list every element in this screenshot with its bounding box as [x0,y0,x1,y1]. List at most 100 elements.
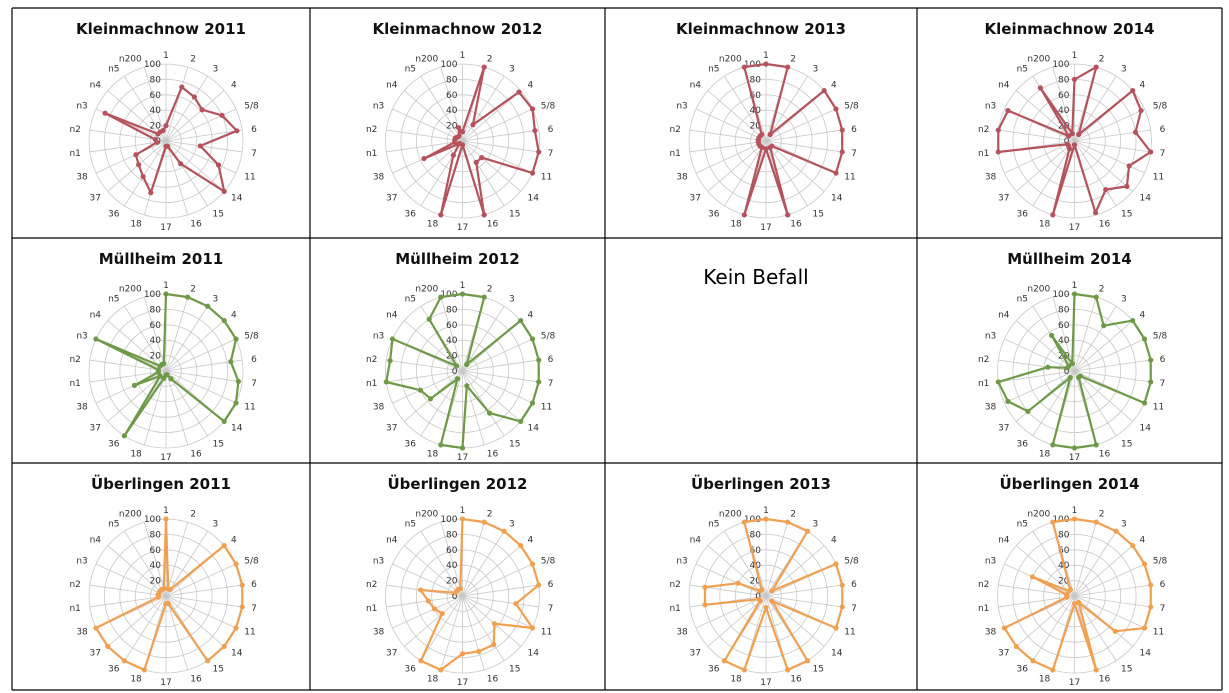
data-point [1029,574,1036,580]
radar-spoke [124,595,167,661]
axis-label: 18 [427,675,439,685]
radar-spoke [1074,297,1097,372]
data-point [456,133,462,139]
radar-spoke [765,595,843,608]
data-point [105,643,111,650]
data-point [456,140,463,147]
radar-spoke [1074,76,1117,142]
radar-spoke [1016,545,1075,597]
data-point [741,212,747,218]
data-point [459,445,466,451]
axis-label: 36 [1017,209,1029,219]
radial-tick-label: 20 [750,122,762,132]
axis-label: n2 [978,125,989,135]
radar-spoke [165,338,237,372]
radar-spoke [695,595,767,629]
axis-label: 6 [251,125,257,135]
axis-label: 16 [190,220,202,230]
axis-label: 7 [251,379,257,389]
data-point [221,317,227,324]
series-line [422,65,540,216]
data-point [464,383,470,389]
radar-spoke [1074,140,1117,206]
axis-label: 14 [527,423,539,433]
radar-spoke [404,320,463,372]
data-point [1067,374,1073,381]
radar-spoke [707,90,767,142]
data-point [785,519,791,525]
radar-spoke [95,140,167,174]
data-point [168,376,174,382]
radar-spoke [420,370,463,436]
radar-spoke [440,297,463,372]
axis-label: n1 [669,149,680,159]
axis-label: n5 [405,295,416,305]
data-point [491,621,498,627]
data-point [239,582,245,588]
axis-label: n200 [1027,54,1050,64]
radar-spoke [998,370,1075,383]
axis-label: 18 [1039,450,1051,460]
radar-spoke [1032,595,1075,661]
data-point [93,625,99,631]
data-point [741,64,747,70]
axis-label: 37 [386,193,397,203]
axis-label: 1 [1072,51,1078,61]
data-point [1071,76,1078,82]
axis-label: 2 [487,509,493,519]
data-point [995,127,1001,133]
radar-spoke [165,584,243,597]
data-point [518,418,524,425]
radar-spoke [1074,595,1145,629]
data-point [1005,398,1011,404]
axis-label: 11 [844,628,855,638]
axis-label: 3 [212,520,218,530]
data-point [1148,582,1154,588]
data-point [995,379,1001,385]
radar-spoke [1032,140,1075,206]
axis-label: 38 [676,628,688,638]
axis-label: n3 [985,101,996,111]
data-point [1148,604,1154,610]
axis-label: 17 [457,223,468,233]
data-point [1103,186,1109,193]
axis-label: n5 [1017,65,1028,75]
axis-label: 37 [386,648,397,658]
series-line [703,517,844,672]
axis-label: n3 [76,101,87,111]
axis-label: 1 [460,506,466,516]
data-point [221,188,227,195]
data-point [219,112,225,119]
radial-tick-label: 80 [1058,305,1070,315]
data-point [1130,317,1136,324]
axis-label: 6 [851,125,857,135]
data-point [529,170,536,176]
radar-spoke [165,595,225,647]
chart-title: Überlingen 2014 [999,474,1139,493]
axis-label: 3 [1121,520,1127,530]
axis-label: n5 [708,65,719,75]
data-point [1050,442,1056,448]
radar-chart: Überlingen 201102040608010012345/8671114… [69,474,259,688]
data-point [785,64,791,70]
data-point [1025,408,1031,414]
radar-spoke [1016,90,1075,142]
axis-label: n2 [669,580,680,590]
axis-label: n2 [366,125,377,135]
radar-spoke [107,545,167,597]
axis-label: 18 [730,675,742,685]
data-point [1148,357,1154,363]
axis-label: 37 [90,423,101,433]
radar-spoke [165,595,243,608]
radar-spoke [1074,522,1097,597]
data-point [785,667,791,673]
radial-tick-label: 20 [150,352,162,362]
axis-label: 16 [487,450,499,460]
axis-label: 2 [190,509,196,519]
radial-tick-label: 0 [1064,367,1070,377]
axis-label: 17 [1069,223,1080,233]
axis-label: n3 [373,556,384,566]
data-point [518,317,524,324]
axis-label: n1 [978,379,989,389]
radial-tick-label: 60 [446,546,458,556]
